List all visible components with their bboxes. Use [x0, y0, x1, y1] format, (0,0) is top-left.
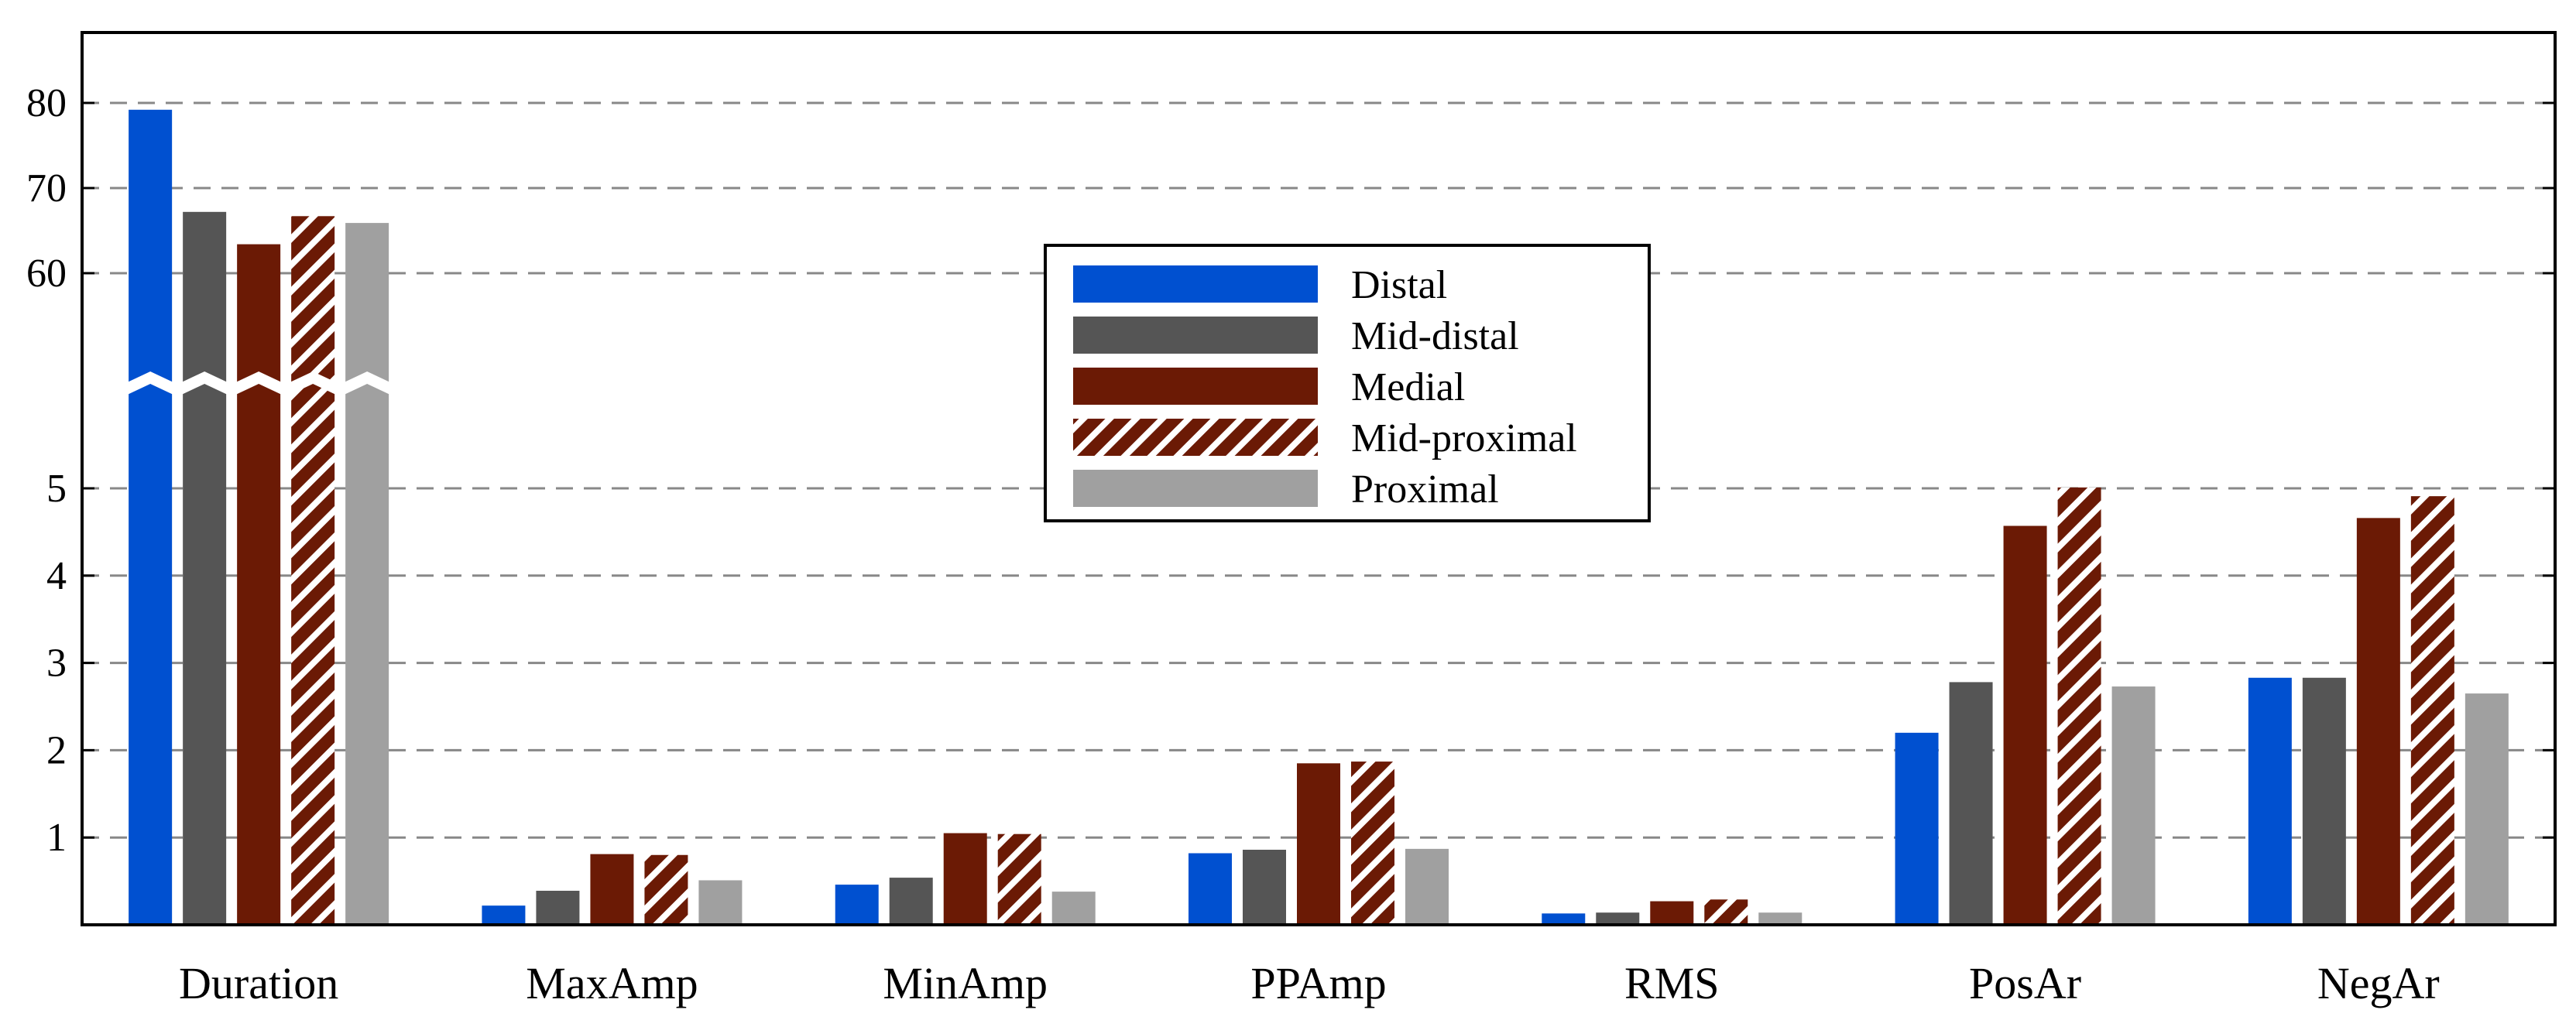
bar-proximal-duration	[345, 223, 389, 926]
y-tick-label: 3	[46, 642, 67, 686]
x-tick-label: PPAmp	[1250, 958, 1386, 1008]
y-tick-label: 60	[26, 252, 67, 296]
bar-distal-maxamp	[482, 905, 526, 925]
axis-break-mark	[341, 371, 394, 396]
bar-distal-rms	[1542, 913, 1586, 925]
bar-mid-distal-duration	[183, 211, 227, 925]
bar-medial-rms	[1650, 901, 1694, 925]
x-tick-label: NegAr	[2317, 958, 2440, 1008]
bar-mid-distal-ppamp	[1243, 849, 1286, 925]
bar-mid-distal-posar	[1949, 682, 1993, 925]
bar-medial-negar	[2356, 518, 2400, 925]
legend-label: Mid-distal	[1351, 314, 1519, 358]
y-tick-label: 70	[26, 166, 67, 211]
bar-mid-distal-rms	[1596, 912, 1640, 925]
bar-distal-duration	[129, 109, 173, 925]
bar-medial-posar	[2003, 525, 2047, 925]
bar-distal-posar	[1895, 732, 1939, 925]
bar-mid-proximal-ppamp	[1351, 762, 1394, 925]
x-tick-label: MaxAmp	[526, 958, 698, 1008]
legend-label: Distal	[1351, 263, 1447, 307]
legend-swatch	[1073, 470, 1318, 507]
bars	[129, 109, 2509, 926]
bar-mid-proximal-maxamp	[644, 854, 688, 925]
bar-proximal-posar	[2111, 686, 2156, 925]
bar-medial-ppamp	[1297, 763, 1340, 925]
bar-mid-proximal-posar	[2057, 487, 2101, 925]
y-tick-label: 5	[46, 467, 67, 511]
legend-swatch	[1073, 419, 1318, 456]
x-tick-label: PosAr	[1969, 958, 2081, 1008]
bar-distal-negar	[2248, 677, 2292, 925]
bar-medial-maxamp	[590, 854, 634, 925]
bar-mid-distal-minamp	[889, 878, 933, 925]
plot-frame	[81, 31, 2557, 926]
bar-medial-minamp	[943, 833, 987, 925]
bar-proximal-negar	[2465, 693, 2509, 925]
legend: Distal Mid-distal Medial Mid-proximal Proxim…	[1044, 244, 1651, 522]
y-tick-label: 2	[46, 728, 67, 772]
bar-proximal-minamp	[1051, 892, 1096, 925]
bar-distal-minamp	[835, 885, 879, 925]
axis-break-mark	[286, 371, 340, 396]
y-tick-label: 1	[46, 816, 67, 860]
axis-break-mark	[178, 371, 232, 396]
legend-label: Medial	[1351, 365, 1465, 409]
bar-proximal-maxamp	[698, 880, 743, 925]
axis-break-mark	[232, 371, 286, 396]
bar-mid-distal-maxamp	[536, 891, 580, 925]
bar-mid-proximal-negar	[2410, 496, 2454, 925]
axis-break	[124, 371, 394, 396]
bar-mid-distal-negar	[2302, 677, 2346, 925]
legend-swatch	[1073, 317, 1318, 354]
bar-medial-duration	[237, 244, 281, 926]
bar-distal-ppamp	[1189, 853, 1232, 925]
axis-break-mark	[124, 371, 177, 396]
legend-swatch	[1073, 368, 1318, 405]
bar-mid-proximal-duration	[291, 216, 335, 925]
legend-label: Mid-proximal	[1351, 416, 1577, 460]
axes: 1 2 3 4 5 60 70 80 Duration MaxAmp MinAmp PPAmp RMS P…	[26, 31, 2557, 1008]
x-tick-label: RMS	[1624, 958, 1720, 1008]
x-tick-label: Duration	[179, 958, 338, 1008]
y-tick-label: 80	[26, 81, 67, 125]
bar-mid-proximal-minamp	[997, 833, 1041, 925]
legend-label: Proximal	[1351, 467, 1499, 512]
y-tick-label: 4	[46, 554, 67, 598]
legend-swatch	[1073, 265, 1318, 303]
x-tick-label: MinAmp	[883, 958, 1048, 1008]
bar-mid-proximal-rms	[1704, 899, 1748, 925]
bar-proximal-ppamp	[1405, 848, 1449, 925]
bar-proximal-rms	[1758, 912, 1803, 925]
